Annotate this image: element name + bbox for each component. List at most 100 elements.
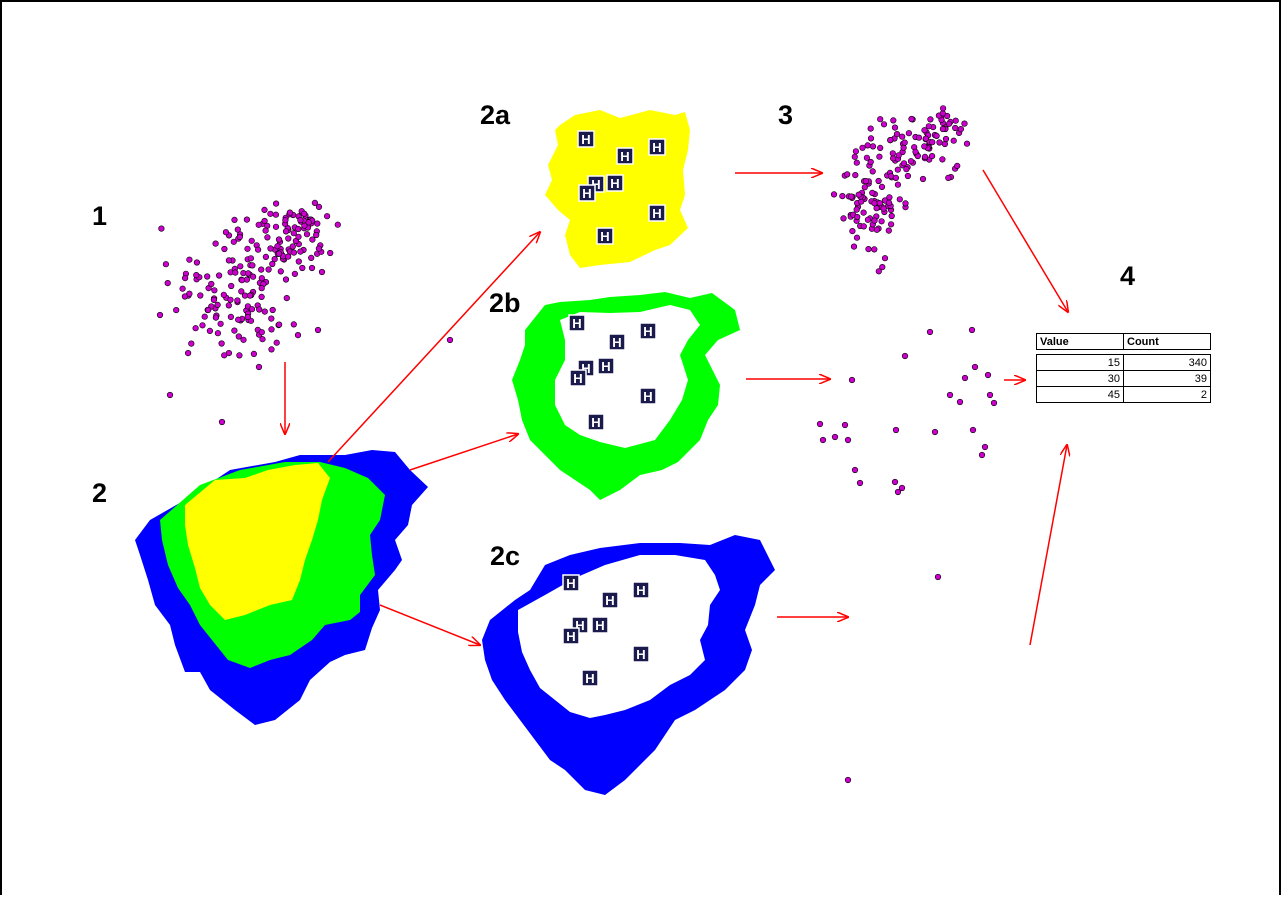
demand-point	[942, 135, 950, 143]
cell-value: 45	[1036, 386, 1124, 403]
hospital-icon: H	[577, 130, 595, 148]
demand-point	[885, 199, 893, 206]
demand-point	[286, 209, 294, 216]
demand-point	[954, 162, 961, 169]
demand-point	[858, 198, 865, 205]
demand-point	[283, 295, 290, 302]
demand-point	[258, 285, 265, 292]
demand-point	[297, 248, 304, 255]
demand-point	[318, 268, 326, 276]
demand-point	[880, 121, 888, 128]
demand-point	[861, 184, 868, 191]
demand-point	[841, 421, 849, 429]
demand-point	[927, 116, 934, 123]
demand-point	[880, 205, 887, 212]
cell-value: 30	[1036, 370, 1124, 387]
demand-point	[905, 130, 913, 137]
service-area-30-extract	[512, 292, 740, 500]
demand-point	[881, 255, 889, 262]
demand-point	[225, 257, 232, 264]
demand-point	[188, 340, 195, 347]
column-header-count: Count	[1123, 333, 1211, 350]
hospital-icon: H	[562, 574, 580, 592]
demand-point	[214, 330, 221, 337]
demand-point	[946, 391, 954, 399]
svg-text:H: H	[575, 618, 584, 633]
demand-point	[218, 418, 226, 426]
demand-point	[243, 216, 250, 223]
svg-text:H: H	[612, 335, 621, 350]
demand-point	[901, 139, 908, 146]
hospital-icon: H	[562, 627, 580, 645]
hospital-icon: H	[591, 616, 609, 634]
service-area-45-extract	[482, 535, 775, 795]
demand-point	[248, 306, 256, 313]
demand-point	[877, 116, 884, 123]
demand-point	[848, 376, 856, 384]
demand-point	[860, 223, 867, 230]
cell-count: 2	[1123, 386, 1211, 403]
demand-point	[945, 120, 953, 127]
demand-point	[297, 217, 304, 224]
demand-point	[446, 336, 454, 344]
demand-point	[285, 235, 292, 242]
demand-point	[876, 153, 883, 160]
demand-point	[919, 175, 927, 183]
hospital-icon: H	[639, 322, 657, 340]
demand-point	[961, 120, 968, 127]
demand-point	[939, 125, 947, 133]
demand-point	[957, 126, 965, 133]
demand-point	[867, 158, 874, 166]
demand-point	[878, 183, 886, 190]
demand-point	[162, 261, 169, 268]
svg-text:H: H	[600, 229, 609, 244]
demand-point	[934, 573, 942, 581]
demand-point	[295, 258, 302, 265]
demand-point	[896, 196, 903, 203]
demand-point	[218, 340, 225, 347]
demand-point	[290, 230, 297, 237]
demand-point	[892, 426, 900, 434]
demand-point	[301, 210, 308, 217]
demand-point	[912, 148, 919, 155]
svg-text:H: H	[566, 629, 575, 644]
demand-point	[830, 191, 838, 198]
demand-point	[941, 140, 949, 148]
svg-text:H: H	[636, 647, 645, 662]
demand-point	[227, 313, 234, 321]
demand-point	[295, 233, 302, 240]
svg-text:H: H	[591, 177, 600, 192]
demand-point	[925, 123, 932, 130]
svg-text:H: H	[636, 583, 645, 598]
hospital-icon: H	[581, 669, 599, 687]
hospital-icon: H	[568, 314, 586, 332]
demand-point	[971, 363, 979, 371]
cell-value: 15	[1036, 354, 1124, 371]
demand-point	[891, 478, 899, 486]
demand-point	[238, 288, 245, 295]
demand-point	[890, 117, 897, 124]
step-label-3: 3	[778, 100, 794, 130]
demand-point	[862, 178, 870, 185]
demand-point	[216, 272, 223, 279]
hospital-icon: H	[648, 204, 666, 222]
demand-point	[986, 391, 994, 399]
demand-point	[952, 124, 959, 132]
demand-point	[853, 234, 861, 241]
demand-point	[268, 326, 275, 333]
demand-point	[931, 428, 939, 436]
demand-point	[197, 292, 204, 299]
svg-text:H: H	[582, 186, 591, 201]
svg-text:H: H	[566, 576, 575, 591]
demand-point	[939, 105, 947, 112]
demand-point	[193, 259, 200, 266]
demand-point	[313, 231, 320, 239]
hospital-icon: H	[632, 645, 650, 663]
demand-point	[269, 306, 276, 314]
demand-point	[879, 264, 886, 271]
demand-point	[844, 436, 852, 444]
demand-point	[871, 200, 878, 207]
demand-point	[228, 282, 235, 290]
demand-point	[848, 193, 855, 200]
